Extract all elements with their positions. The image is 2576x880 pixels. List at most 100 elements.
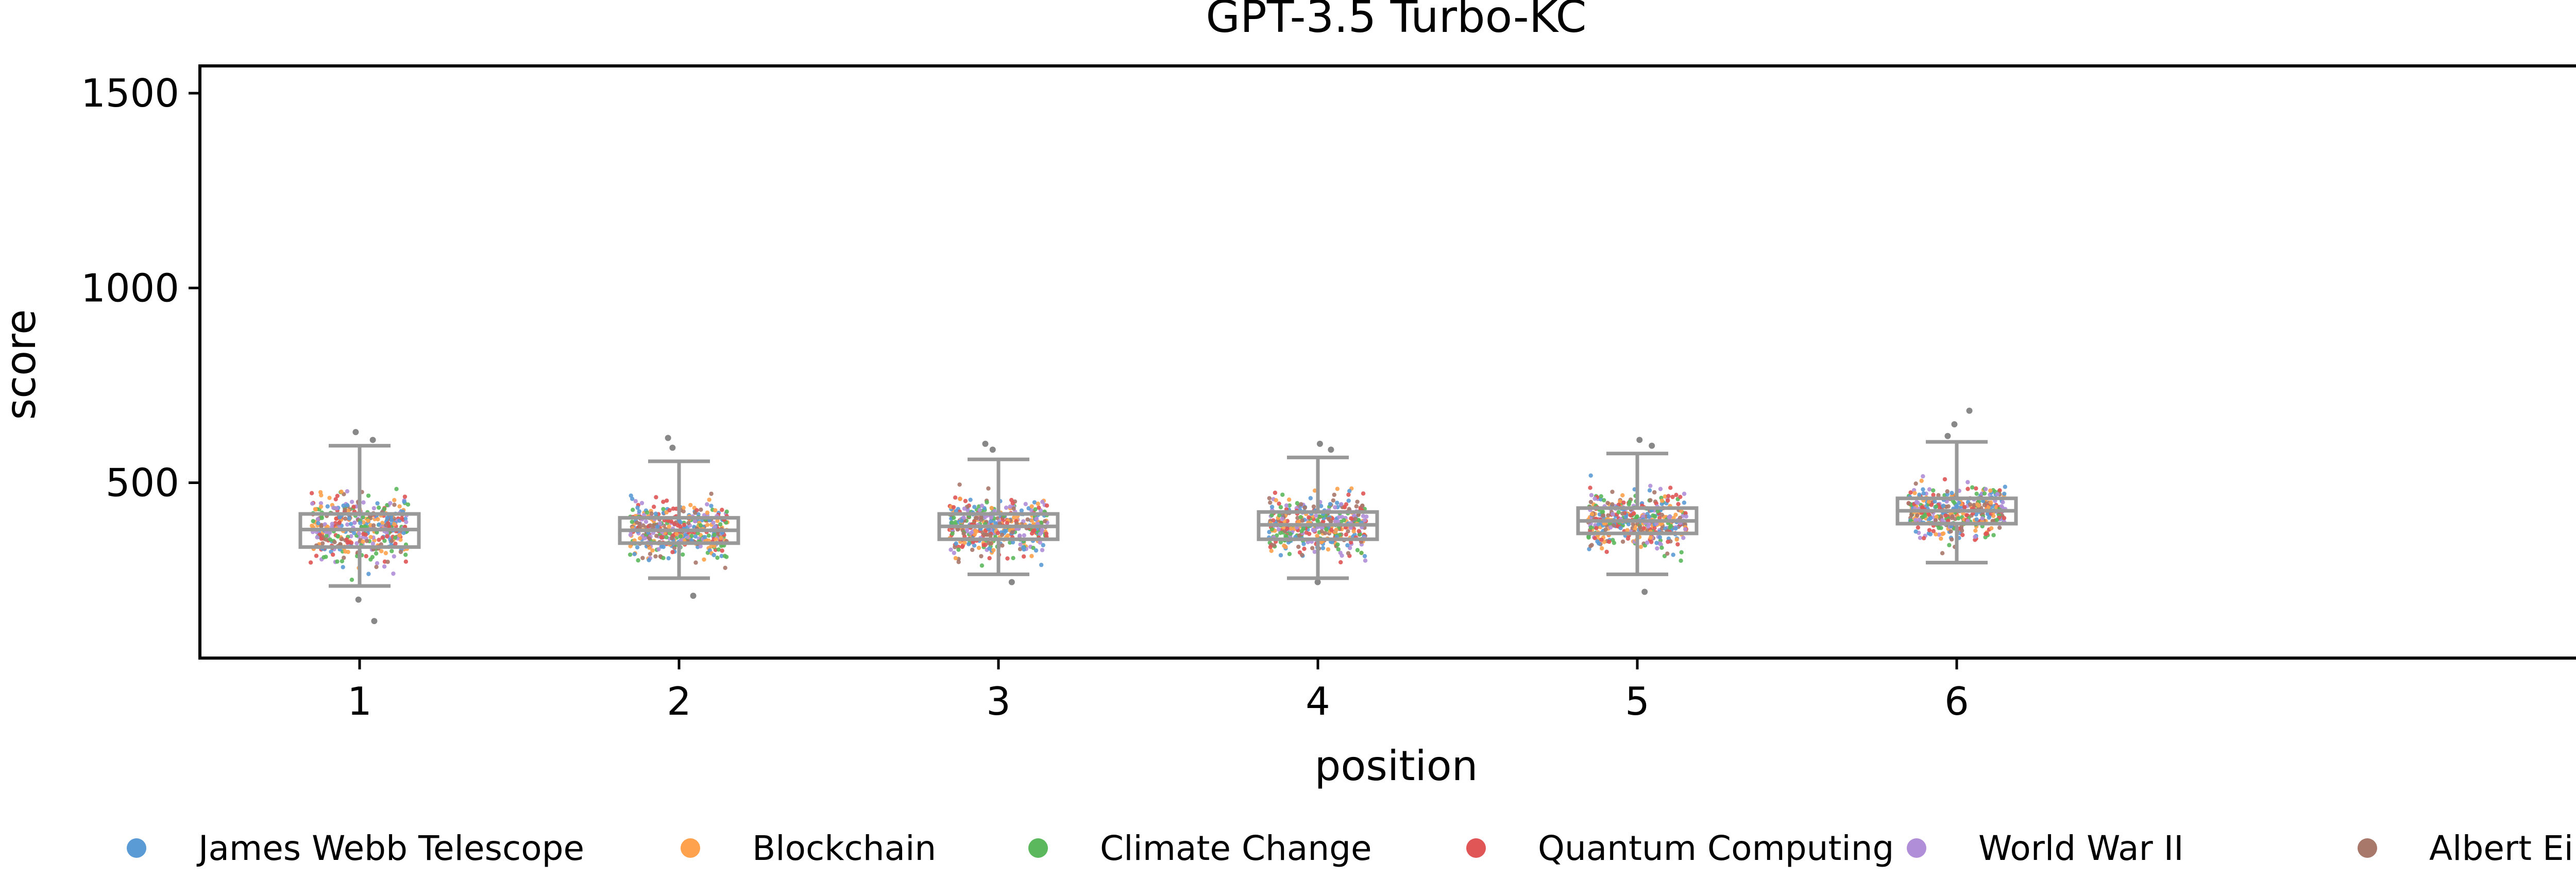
data-point bbox=[1956, 516, 1961, 521]
data-point bbox=[675, 523, 681, 528]
outlier-point bbox=[371, 618, 378, 625]
data-point bbox=[1039, 562, 1044, 567]
box-plot bbox=[618, 459, 740, 580]
data-point bbox=[1349, 540, 1353, 545]
data-point bbox=[405, 502, 411, 507]
data-point bbox=[397, 533, 402, 538]
data-point bbox=[986, 541, 991, 545]
data-point bbox=[693, 534, 698, 539]
data-point bbox=[364, 539, 369, 543]
data-point bbox=[985, 500, 989, 505]
data-point bbox=[1934, 514, 1939, 520]
data-point bbox=[1666, 539, 1670, 544]
data-point bbox=[711, 553, 716, 558]
data-point bbox=[987, 546, 992, 551]
data-point bbox=[392, 554, 396, 559]
data-point bbox=[724, 555, 729, 559]
data-point bbox=[667, 508, 672, 513]
data-point bbox=[667, 531, 672, 536]
data-point bbox=[1921, 474, 1925, 479]
data-point bbox=[1618, 526, 1623, 530]
data-point bbox=[1041, 543, 1045, 547]
data-point bbox=[1659, 545, 1664, 550]
data-point bbox=[664, 498, 669, 503]
data-point bbox=[1315, 533, 1319, 538]
data-point bbox=[1278, 505, 1283, 510]
data-point bbox=[392, 503, 397, 507]
data-point bbox=[1347, 507, 1351, 511]
data-point bbox=[1648, 498, 1653, 503]
data-point bbox=[654, 533, 659, 538]
data-point bbox=[361, 514, 365, 520]
data-point bbox=[389, 518, 394, 523]
data-point bbox=[1601, 513, 1605, 518]
data-point bbox=[382, 564, 387, 569]
data-point bbox=[1021, 554, 1026, 559]
outlier-point bbox=[1316, 440, 1323, 447]
data-point bbox=[679, 538, 683, 542]
data-point bbox=[1952, 501, 1957, 505]
data-point bbox=[1344, 532, 1348, 537]
data-point bbox=[1277, 501, 1281, 506]
data-point bbox=[1276, 527, 1281, 532]
data-point bbox=[953, 495, 958, 500]
data-point bbox=[1272, 543, 1277, 548]
data-point bbox=[1983, 531, 1988, 537]
data-point bbox=[358, 521, 363, 525]
data-point bbox=[393, 541, 398, 546]
data-point bbox=[1659, 502, 1664, 506]
data-point bbox=[366, 572, 371, 576]
data-point bbox=[1355, 499, 1360, 504]
data-point bbox=[1033, 507, 1038, 512]
data-point bbox=[1683, 527, 1688, 532]
data-point bbox=[1612, 541, 1617, 545]
data-point bbox=[1029, 554, 1034, 559]
data-point bbox=[1607, 539, 1612, 544]
data-point bbox=[715, 519, 720, 523]
data-point bbox=[1991, 533, 1996, 538]
data-point bbox=[1310, 546, 1315, 550]
data-point bbox=[399, 516, 404, 521]
data-point bbox=[664, 535, 669, 540]
data-point bbox=[970, 547, 975, 552]
data-point bbox=[1964, 513, 1969, 517]
data-point bbox=[1031, 528, 1036, 533]
data-point bbox=[1334, 527, 1338, 532]
box-plot bbox=[298, 444, 421, 588]
data-point bbox=[1315, 517, 1319, 523]
data-point bbox=[366, 493, 371, 498]
data-point bbox=[1329, 528, 1334, 532]
data-point bbox=[974, 515, 979, 521]
data-point bbox=[341, 565, 345, 570]
data-point bbox=[1285, 526, 1290, 531]
data-point bbox=[316, 521, 320, 526]
data-point bbox=[351, 505, 356, 509]
data-point bbox=[647, 536, 652, 541]
data-point bbox=[635, 505, 640, 510]
data-point bbox=[1022, 547, 1026, 552]
data-point bbox=[1360, 504, 1365, 508]
data-point bbox=[714, 537, 719, 542]
data-point bbox=[1295, 501, 1300, 506]
data-point bbox=[1338, 560, 1343, 565]
data-point bbox=[382, 507, 387, 511]
data-point bbox=[1606, 513, 1611, 518]
data-point bbox=[682, 523, 687, 527]
data-point bbox=[661, 556, 666, 560]
legend-marker bbox=[1466, 838, 1486, 858]
y-tick-label: 1000 bbox=[81, 265, 179, 310]
box-plot bbox=[1257, 455, 1379, 580]
data-point bbox=[1349, 516, 1353, 521]
data-point bbox=[1641, 526, 1646, 530]
data-point bbox=[371, 523, 376, 528]
data-point bbox=[1906, 501, 1911, 506]
data-point bbox=[1038, 531, 1043, 536]
data-point bbox=[1972, 503, 1977, 507]
data-point bbox=[324, 533, 329, 538]
data-point bbox=[339, 489, 344, 494]
data-point bbox=[661, 499, 666, 504]
data-point bbox=[1599, 538, 1604, 542]
data-point bbox=[1931, 492, 1936, 497]
data-point bbox=[639, 501, 645, 506]
data-point bbox=[648, 551, 653, 556]
